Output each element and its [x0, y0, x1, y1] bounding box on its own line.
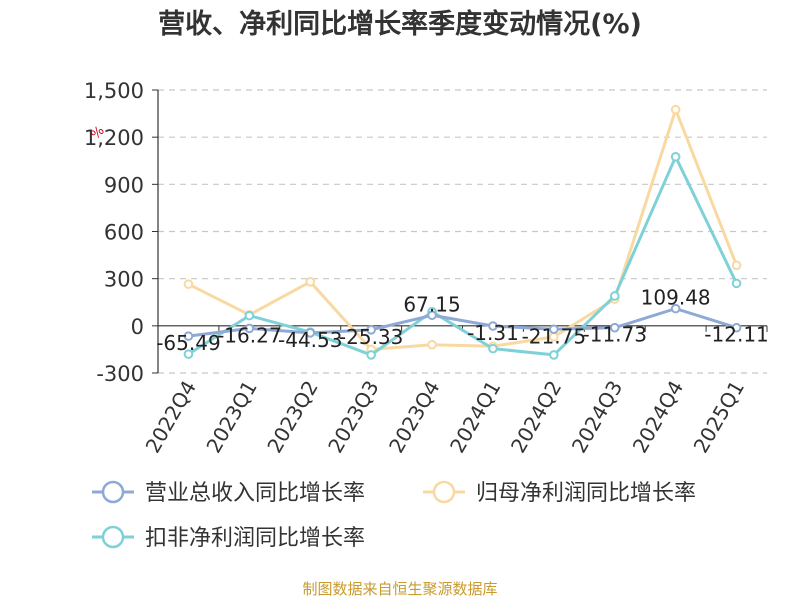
- x-tick-label: 2025Q1: [689, 376, 749, 457]
- data-point: [731, 322, 742, 333]
- data-point: [670, 303, 681, 314]
- y-tick-label: 300: [104, 268, 144, 292]
- x-tick-label: 2024Q2: [506, 376, 566, 457]
- data-point: [488, 343, 498, 354]
- data-point: [549, 324, 559, 335]
- legend-marker: [101, 525, 125, 549]
- data-point: [670, 152, 681, 162]
- x-tick-label: 2023Q2: [262, 376, 322, 457]
- x-tick-label: 2022Q4: [141, 376, 201, 457]
- x-tick-label: 2024Q4: [628, 376, 688, 457]
- data-point: [427, 310, 437, 321]
- data-label: -21.75: [522, 324, 586, 348]
- data-point: [731, 260, 742, 271]
- data-label: -44.53: [278, 328, 342, 352]
- data-point: [183, 331, 194, 341]
- y-tick-label: 900: [104, 173, 144, 197]
- data-point: [670, 104, 681, 115]
- x-tick-label: 2023Q3: [323, 376, 383, 457]
- legend-label: 营业总收入同比增长率: [145, 481, 365, 506]
- x-tick-label: 2024Q3: [567, 376, 627, 457]
- legend-label: 扣非净利润同比增长率: [145, 526, 365, 551]
- series-line-1: [188, 307, 737, 338]
- x-tick-label: 2023Q4: [384, 376, 444, 457]
- y-tick-label: 1,500: [84, 79, 144, 103]
- data-label: -65.49: [156, 331, 220, 355]
- data-point: [305, 277, 316, 287]
- data-point: [366, 350, 376, 360]
- series-lines: [183, 104, 742, 360]
- legend-marker: [432, 480, 456, 504]
- y-tick-label: -300: [96, 362, 144, 386]
- data-point: [731, 278, 742, 289]
- data-label: -25.33: [339, 325, 403, 349]
- data-point: [609, 291, 620, 301]
- data-point: [183, 279, 194, 289]
- series-line-3: [187, 155, 738, 357]
- grid: [158, 89, 767, 374]
- y-tick-label: 1,200: [84, 126, 144, 150]
- data-label: -11.73: [583, 323, 647, 347]
- data-point: [305, 328, 316, 338]
- data-label: -16.27: [217, 323, 281, 347]
- data-label: 67.15: [403, 292, 460, 316]
- x-tick-label: 2024Q1: [445, 376, 505, 457]
- x-tick-label: 2023Q1: [201, 376, 261, 457]
- legend-marker: [101, 480, 125, 504]
- data-point: [609, 322, 620, 333]
- series-line-2: [187, 108, 738, 351]
- chart-title: 营收、净利同比增长率季度变动情况(%): [158, 8, 642, 40]
- data-label: -1.31: [467, 321, 519, 345]
- y-tick-label: 0: [131, 315, 144, 339]
- data-point: [244, 323, 255, 334]
- data-point: [366, 325, 376, 335]
- data-label: -12.11: [704, 323, 768, 347]
- data-point: [244, 310, 255, 321]
- data-label: 109.48: [641, 286, 711, 310]
- data-point: [488, 321, 498, 331]
- data-point: [183, 349, 194, 359]
- data-point: [549, 350, 559, 360]
- legend-label: 归母净利润同比增长率: [476, 481, 696, 506]
- source-note: 制图数据来自恒生聚源数据库: [302, 580, 497, 598]
- data-point: [427, 339, 437, 350]
- y-tick-label: 600: [104, 221, 144, 245]
